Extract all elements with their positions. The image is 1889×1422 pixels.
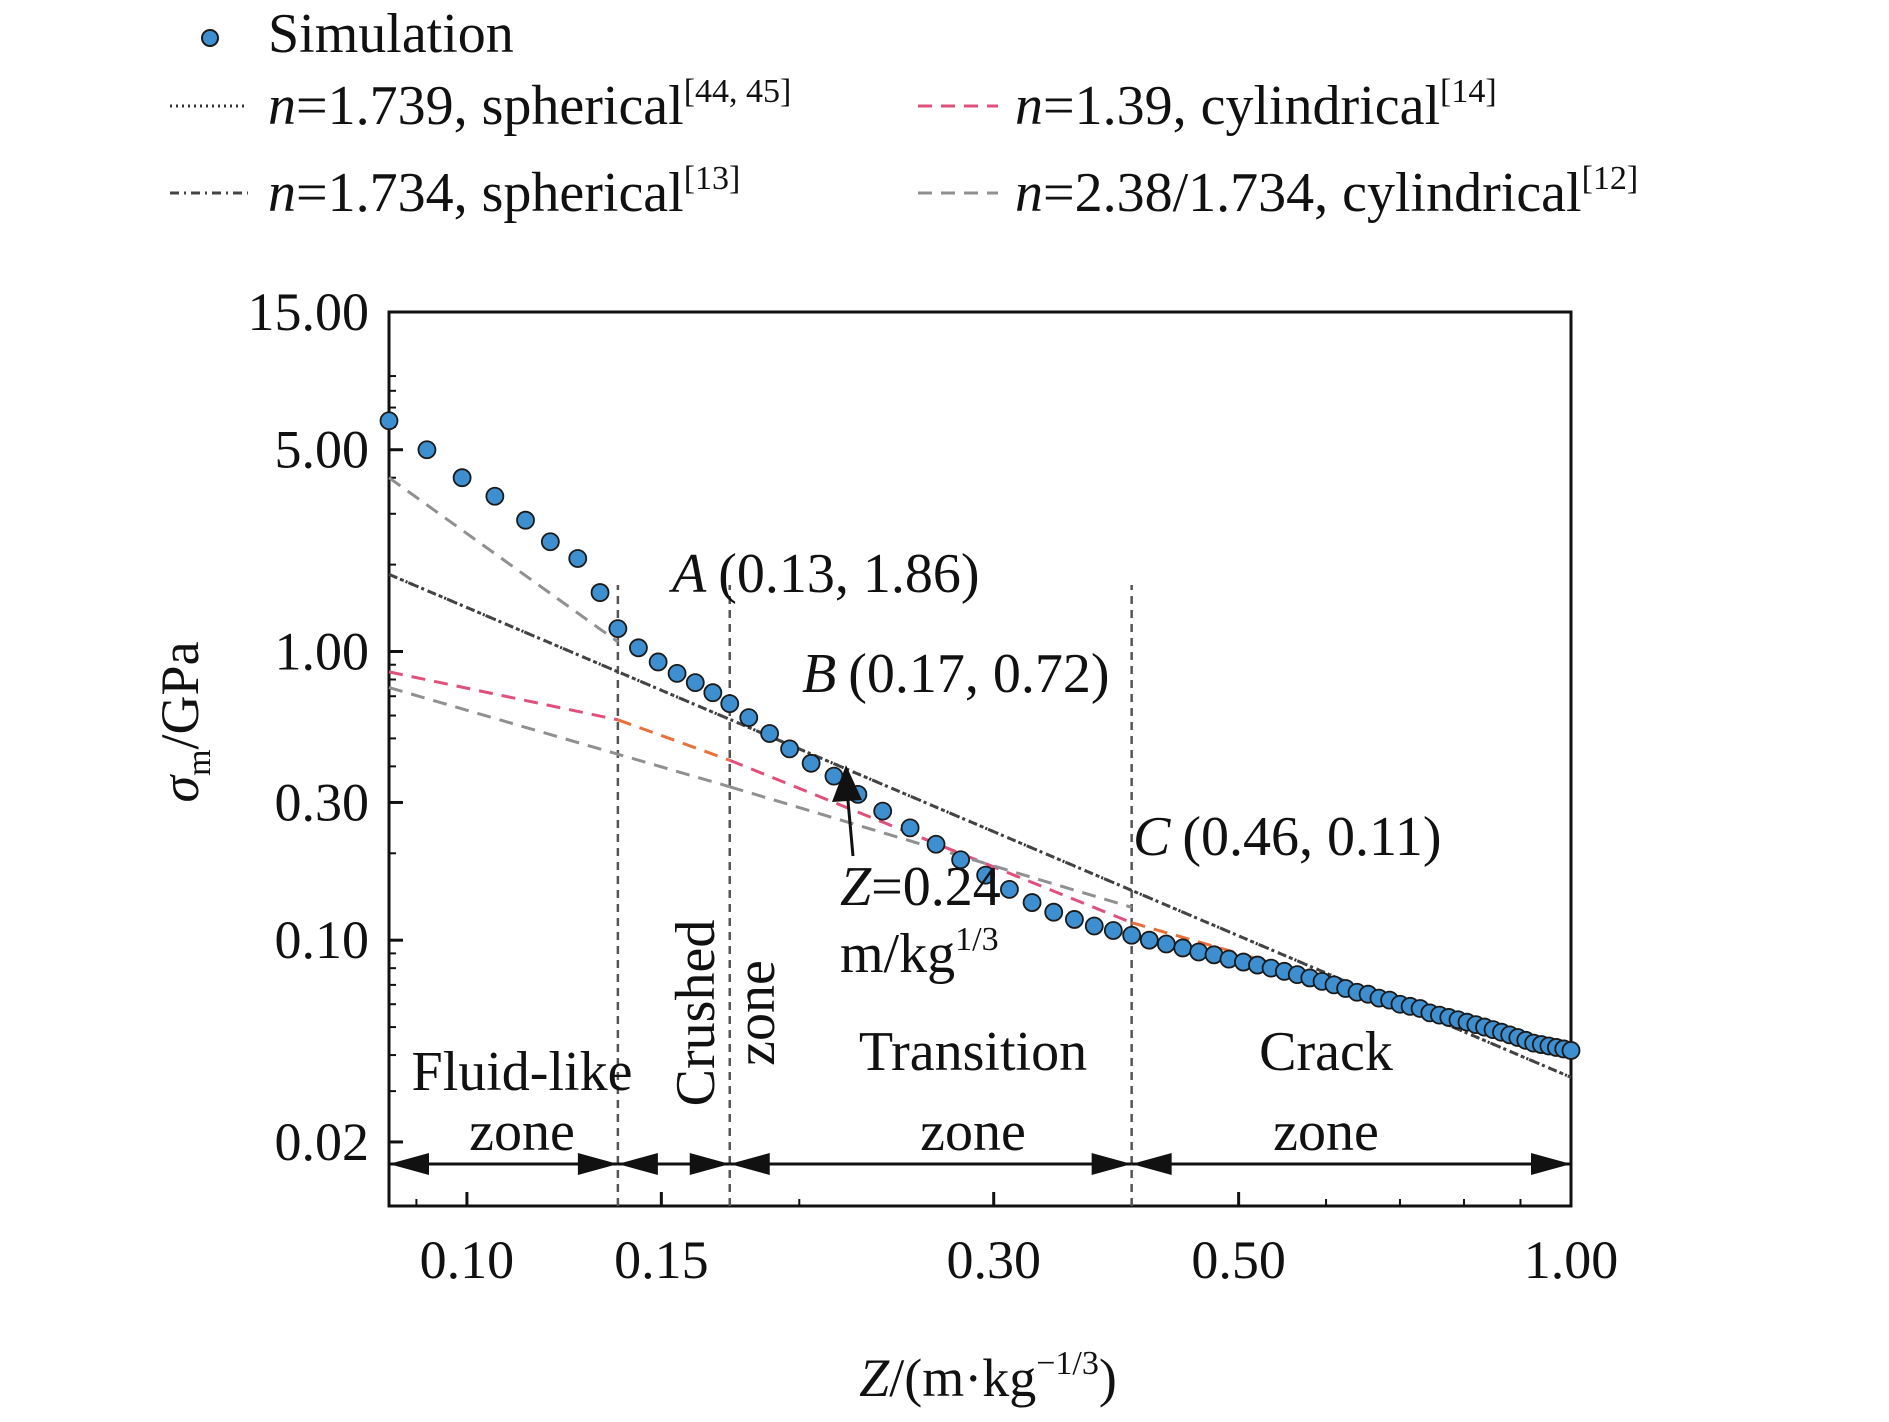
z-annotation: Z=0.24 m/kg1/3 (832, 765, 1001, 985)
y-tick-label: 5.00 (275, 420, 370, 480)
zone-arrow-head-left (389, 1153, 429, 1175)
annotation-A: A (0.13, 1.86) (668, 543, 980, 605)
legend-label-1739: n=1.739, spherical[44, 45] (268, 73, 791, 137)
x-tick-label: 0.10 (420, 1230, 515, 1290)
plot-frame (387, 310, 1573, 1208)
simulation-point (1173, 938, 1193, 958)
y-axis: 0.02 0.10 0.30 1.00 5.00 15.00 (248, 282, 403, 1172)
zone-transition-label-1: Transition (859, 1021, 1087, 1083)
zone-arrow-head-left (1131, 1153, 1172, 1175)
z-arrow-head (832, 765, 862, 802)
legend-simulation-label: Simulation (268, 3, 514, 65)
simulation-point (590, 583, 610, 602)
simulation-points (379, 411, 1581, 1060)
simulation-point (1103, 921, 1123, 940)
simulation-point (608, 619, 628, 639)
legend-label-238: n=2.38/1.734, cylindrical[12] (1015, 160, 1638, 224)
simulation-point (1065, 910, 1084, 929)
zone-arrow-head-left (617, 1153, 658, 1175)
simulation-point (951, 850, 971, 870)
simulation-point (801, 753, 821, 773)
simulation-point (1022, 893, 1042, 912)
simulation-point (629, 638, 648, 658)
zone-fluid-label-1: Fluid-like (412, 1041, 633, 1103)
simulation-point (417, 440, 437, 460)
simulation-point (1122, 925, 1142, 945)
fit-line (388, 670, 619, 722)
simulation-point (1189, 942, 1209, 962)
simulation-point (1561, 1041, 1581, 1060)
simulation-point (485, 486, 505, 506)
simulation-point (720, 694, 740, 714)
simulation-point (1000, 879, 1019, 899)
zone-arrow-head-right (1091, 1153, 1132, 1175)
zone-crack-label-1: Crack (1259, 1021, 1393, 1083)
x-tick-label: 1.00 (1524, 1230, 1619, 1290)
simulation-point (685, 673, 705, 693)
zone-crushed-label-1: Crushed (665, 920, 727, 1107)
y-tick-label: 1.00 (275, 622, 370, 682)
simulation-point (667, 663, 687, 683)
simulation-point (703, 683, 723, 703)
zone-boundaries (616, 584, 1133, 1206)
z-annotation-line2: m/kg1/3 (840, 921, 999, 985)
x-axis-title: Z/(m·kg−1/3) (859, 1345, 1117, 1408)
y-axis-title: σm/GPa (150, 641, 218, 802)
annotation-C: C (0.46, 0.11) (1133, 806, 1442, 868)
zone-arrow-head-left (729, 1153, 770, 1175)
simulation-point (900, 818, 920, 838)
legend-simulation-marker (201, 29, 219, 47)
zone-crack-label-2: zone (1273, 1101, 1379, 1163)
simulation-point (648, 652, 668, 672)
fit-line (388, 573, 1572, 1079)
simulation-point (452, 468, 472, 488)
zone-crushed-label-2: zone (725, 960, 787, 1066)
fit-line (388, 476, 619, 644)
y-tick-label: 0.10 (275, 910, 370, 970)
simulation-point (780, 739, 799, 759)
legend-label-139: n=1.39, cylindrical[14] (1015, 73, 1497, 137)
simulation-point (540, 532, 560, 552)
zone-arrows (389, 1153, 1571, 1175)
zone-arrow-head-right (577, 1153, 618, 1175)
simulation-point (1044, 902, 1064, 922)
z-annotation-line1: Z=0.24 (840, 856, 1001, 918)
simulation-point (1084, 916, 1104, 936)
fit-line (388, 573, 1572, 1079)
legend: Simulation n=1.739, spherical[44, 45] n=… (170, 3, 1638, 224)
y-tick-label: 15.00 (248, 282, 370, 342)
zone-arrow-head-right (1531, 1153, 1571, 1175)
x-tick-label: 0.30 (946, 1230, 1041, 1290)
fit-line (388, 686, 731, 789)
simulation-point (379, 411, 399, 431)
legend-label-1734: n=1.734, spherical[13] (268, 160, 740, 224)
y-tick-label: 0.02 (275, 1112, 370, 1172)
zone-fluid-label-2: zone (469, 1101, 575, 1163)
z-arrow-shaft (845, 789, 855, 857)
fit-line (617, 718, 731, 762)
simulation-point (568, 549, 588, 568)
x-axis: 0.10 0.15 0.30 0.50 1.00 (415, 1192, 1619, 1290)
x-tick-label: 0.15 (614, 1230, 709, 1290)
simulation-point (926, 834, 946, 854)
simulation-point (976, 865, 996, 885)
simulation-point (760, 724, 780, 743)
simulation-point (873, 801, 893, 821)
annotation-B: B (0.17, 0.72) (802, 643, 1110, 705)
zone-arrow-head-right (689, 1153, 730, 1175)
fit-lines (388, 476, 1572, 1079)
simulation-point (739, 708, 759, 728)
y-tick-label: 0.30 (275, 772, 370, 832)
x-tick-label: 0.50 (1191, 1230, 1286, 1290)
simulation-point (1156, 934, 1176, 954)
zone-transition-label-2: zone (920, 1101, 1026, 1163)
simulation-point (516, 510, 535, 530)
simulation-point (1139, 930, 1159, 950)
